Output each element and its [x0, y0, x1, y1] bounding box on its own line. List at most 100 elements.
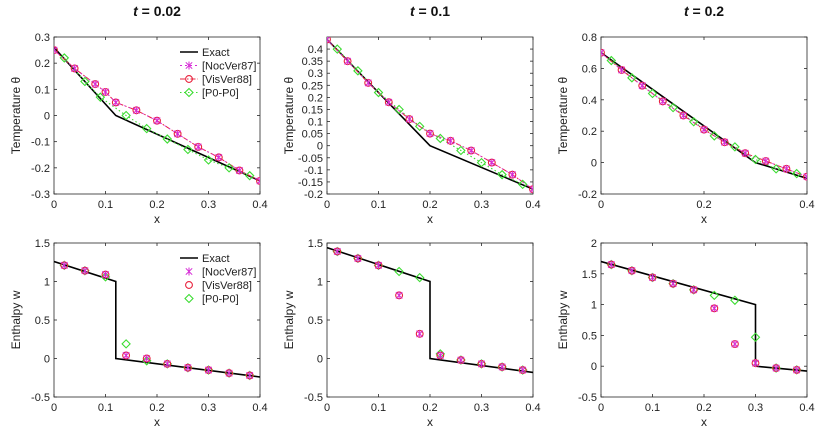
x-axis-label: x	[427, 212, 433, 226]
p0-point	[730, 142, 740, 152]
x-tick-label: 0.1	[645, 402, 660, 414]
x-tick-label: 0	[598, 199, 604, 211]
chart-title-value: = 0.2	[689, 3, 725, 19]
nocver87-point	[344, 57, 352, 66]
visver88-point	[601, 48, 605, 57]
legend: Exact [NocVer87][VisVer88] [P0-P0]	[177, 42, 257, 102]
x-tick-label: 0.2	[696, 199, 711, 211]
nocver87-point	[628, 266, 636, 275]
p0-point	[141, 123, 152, 134]
p0-point	[771, 164, 781, 174]
x-axis-label: x	[154, 212, 160, 226]
nocver87-point	[426, 129, 434, 138]
nocver87-point	[659, 97, 667, 106]
y-axis-label: Temperature θ	[556, 76, 570, 154]
p0-point	[100, 272, 111, 282]
nocver87-point	[225, 369, 233, 378]
nocver87-point	[498, 362, 506, 371]
x-tick-label: 0	[51, 199, 57, 211]
nocver87-point	[638, 81, 646, 90]
y-tick-label: 0.2	[35, 58, 50, 70]
p0-point	[606, 55, 617, 66]
p0-point	[414, 121, 425, 132]
x-tick-label: 0.3	[201, 199, 216, 211]
p0-point	[332, 44, 343, 54]
x-tick-label: 0.4	[799, 199, 814, 211]
x-tick-label: 0.1	[98, 199, 113, 211]
y-tick-label: 0.5	[308, 315, 323, 327]
nocver87-point	[112, 98, 120, 107]
y-axis-label: Enthalpy w	[556, 290, 570, 349]
nocver87-point	[395, 291, 403, 300]
x-tick-label: 0	[324, 402, 330, 414]
y-tick-label: -0.1	[304, 165, 323, 177]
plot-area	[326, 36, 534, 195]
nocver87-point	[731, 340, 739, 349]
p0-point	[627, 73, 637, 83]
nocver87-point	[529, 185, 533, 194]
p0-point	[688, 117, 699, 127]
p0-point	[476, 157, 487, 168]
series-exact-line	[601, 260, 807, 372]
nocver87-point	[101, 87, 110, 96]
nocver87-point	[174, 129, 182, 138]
legend-entry: Exact	[202, 253, 230, 265]
nocver87-point	[721, 138, 729, 147]
y-tick-label: 0.8	[582, 32, 597, 44]
nocver87-point	[60, 261, 68, 270]
legend-marker	[184, 293, 194, 304]
nocver87-point	[333, 247, 341, 256]
x-tick-label: 0.2	[422, 199, 437, 211]
nocver87-point	[710, 304, 718, 313]
x-tick-label: 0.3	[748, 402, 763, 414]
y-tick-label: -0.2	[304, 189, 323, 201]
legend-marker	[184, 87, 194, 98]
nocver87-point	[256, 176, 260, 185]
series-nocver87-line	[327, 39, 533, 190]
p0-point	[517, 179, 528, 190]
series-group	[601, 48, 807, 181]
nocver87-point	[741, 149, 749, 158]
nocver87-point	[204, 366, 213, 375]
y-tick-label: -0.5	[304, 392, 323, 404]
plot-area	[600, 36, 808, 195]
nocver87-point	[385, 98, 393, 107]
nocver87-point	[762, 157, 770, 166]
p0-point	[497, 169, 507, 180]
p0-point	[121, 110, 131, 121]
p0-point	[414, 272, 425, 283]
series-group	[327, 37, 533, 194]
p0-point	[709, 290, 720, 301]
series-group	[54, 260, 260, 381]
y-tick-label: 0.3	[308, 68, 323, 80]
chart-title: t = 0.2	[684, 3, 724, 19]
nocver87-point	[782, 164, 790, 173]
p0-point	[59, 53, 70, 63]
legend-entry: [P0-P0]	[202, 88, 239, 100]
y-tick-label: 0	[591, 158, 597, 170]
p0-point	[750, 154, 761, 165]
nocver87-point	[91, 80, 99, 89]
p0-point	[394, 104, 404, 115]
y-tick-label: 1.5	[35, 238, 50, 250]
p0-point	[791, 168, 802, 179]
y-axis-label: Temperature θ	[9, 76, 23, 154]
y-tick-label: 0	[317, 354, 323, 366]
x-tick-label: 0.1	[371, 402, 386, 414]
y-tick-label: 0.2	[582, 126, 597, 138]
nocver87-point	[235, 166, 243, 175]
x-tick-label: 0.4	[525, 402, 540, 414]
nocver87-point	[215, 153, 223, 162]
chart-title-value: = 0.02	[138, 3, 181, 19]
p0-point	[750, 332, 761, 343]
nocver87-point	[700, 125, 708, 134]
nocver87-point	[163, 359, 171, 368]
nocver87-point	[772, 364, 780, 373]
y-tick-label: 0.1	[308, 117, 323, 129]
nocver87-point	[194, 142, 202, 151]
x-axis-label: x	[701, 212, 707, 226]
y-tick-label: 0.5	[35, 315, 50, 327]
nocver87-point	[447, 136, 455, 145]
